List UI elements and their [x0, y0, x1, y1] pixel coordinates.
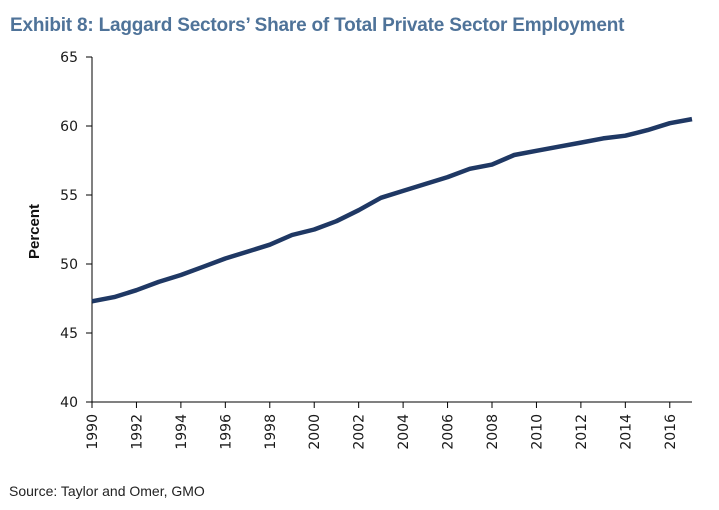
x-tick-label: 2000 [307, 414, 323, 450]
series-group [91, 116, 693, 304]
y-tick-label: 40 [60, 395, 78, 411]
x-tick-label: 1996 [218, 414, 234, 450]
x-tick-label: 2008 [485, 414, 501, 450]
x-tick-label: 2002 [352, 414, 368, 450]
x-tick-label: 2016 [663, 414, 679, 450]
x-tick-label: 2014 [618, 414, 634, 450]
y-tick-label: 65 [60, 50, 78, 66]
x-axis: 1990 1992 1994 1996 1998 2000 2002 2004 2006 2008… [85, 401, 692, 450]
x-tick-label: 1992 [129, 414, 145, 450]
series-line [91, 116, 693, 304]
y-axis: 40 45 50 55 60 65 [60, 50, 93, 411]
chart-title: Exhibit 8: Laggard Sectors’ Share of Tot… [10, 15, 625, 36]
x-tick-label: 1994 [174, 414, 190, 450]
y-tick-label: 45 [60, 326, 78, 342]
y-tick-label: 60 [60, 119, 78, 135]
y-tick-label: 55 [60, 188, 78, 204]
x-tick-label: 2010 [529, 414, 545, 450]
y-tick-label: 50 [60, 257, 78, 273]
source-note: Source: Taylor and Omer, GMO [9, 483, 205, 499]
x-tick-label: 2012 [574, 414, 590, 450]
x-tick-label: 2004 [396, 414, 412, 450]
x-tick-label: 1998 [263, 414, 279, 450]
x-tick-label: 1990 [85, 414, 101, 450]
x-tick-label: 2006 [441, 414, 457, 450]
y-axis-title: Percent [26, 204, 43, 259]
